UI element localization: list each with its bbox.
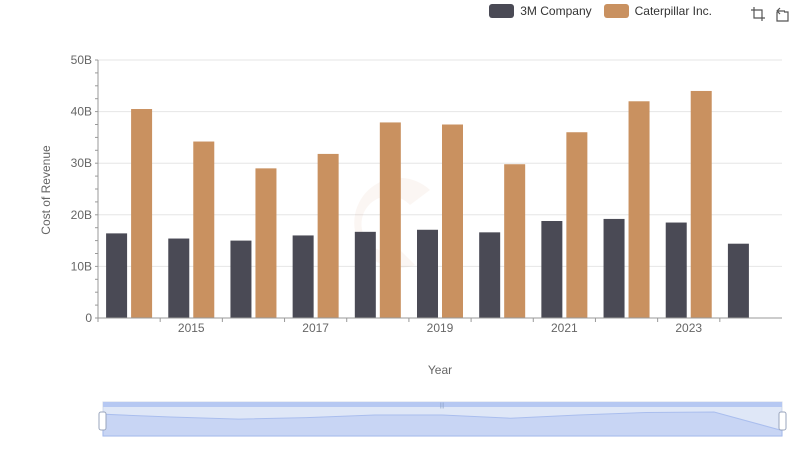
x-tick-label: 2021 (551, 321, 578, 335)
y-tick-label: 10B (71, 259, 92, 273)
bar-3m-2023[interactable] (665, 222, 687, 318)
bar-3m-2014[interactable] (106, 233, 128, 318)
bars (106, 90, 749, 319)
legend-item-3m[interactable]: 3M Company (489, 4, 592, 18)
legend-swatch-3m (489, 4, 515, 18)
legend-item-caterpillar[interactable]: Caterpillar Inc. (603, 4, 712, 18)
bar-3m-2017[interactable] (292, 235, 314, 318)
bar-3m-2016[interactable] (230, 240, 252, 318)
bar-3m-2020[interactable] (479, 232, 501, 318)
toolbox (750, 6, 790, 22)
data-zoom-slider[interactable]: ||| (98, 401, 787, 437)
bar-caterpillar-2015[interactable] (193, 141, 215, 318)
bar-3m-2015[interactable] (168, 238, 190, 318)
x-axis-label: Year (428, 363, 452, 377)
data-zoom-top-bar[interactable] (103, 402, 782, 407)
y-tick-label: 30B (71, 156, 92, 170)
bar-caterpillar-2018[interactable] (379, 122, 401, 318)
bar-caterpillar-2022[interactable] (628, 101, 650, 318)
y-tick-label: 20B (71, 208, 92, 222)
y-axis-ticks: 0 10B 20B 30B 40B 50B (71, 53, 99, 325)
data-zoom-grip[interactable]: ||| (440, 403, 445, 409)
y-tick-label: 0 (85, 311, 92, 325)
bar-3m-2024[interactable] (727, 243, 749, 318)
zoom-reset-icon[interactable] (774, 6, 790, 22)
data-zoom-selection[interactable] (103, 402, 782, 436)
data-zoom-preview-area (102, 411, 783, 437)
y-axis-label: Cost of Revenue (39, 145, 53, 235)
x-tick-label: 2015 (178, 321, 205, 335)
bar-caterpillar-2016[interactable] (255, 168, 277, 318)
bar-3m-2018[interactable] (354, 231, 376, 318)
watermark-logo (354, 177, 430, 268)
bar-caterpillar-2019[interactable] (442, 124, 463, 319)
bar-caterpillar-2020[interactable] (504, 164, 526, 318)
x-tick-label: 2017 (302, 321, 329, 335)
bar-caterpillar-2023[interactable] (690, 90, 712, 319)
data-zoom-handle-left[interactable] (98, 411, 107, 431)
data-zoom-icon[interactable] (750, 6, 766, 22)
y-tick-label: 40B (71, 105, 92, 119)
legend: 3M Company Caterpillar Inc. (489, 4, 712, 18)
legend-label-caterpillar: Caterpillar Inc. (634, 4, 712, 18)
bar-3m-2022[interactable] (603, 218, 625, 318)
legend-label-3m: 3M Company (520, 4, 592, 18)
bar-caterpillar-2017[interactable] (317, 153, 339, 318)
x-axis: 2015 2017 2019 2021 2023 (97, 317, 782, 335)
y-tick-label: 50B (71, 53, 92, 67)
x-tick-label: 2023 (675, 321, 702, 335)
bar-3m-2019[interactable] (417, 229, 438, 318)
data-zoom-handle-right[interactable] (778, 411, 787, 431)
legend-swatch-caterpillar (603, 4, 629, 18)
x-tick-label: 2019 (427, 321, 454, 335)
bar-3m-2021[interactable] (541, 220, 563, 318)
bar-caterpillar-2021[interactable] (566, 132, 588, 318)
bar-caterpillar-2014[interactable] (131, 109, 153, 319)
